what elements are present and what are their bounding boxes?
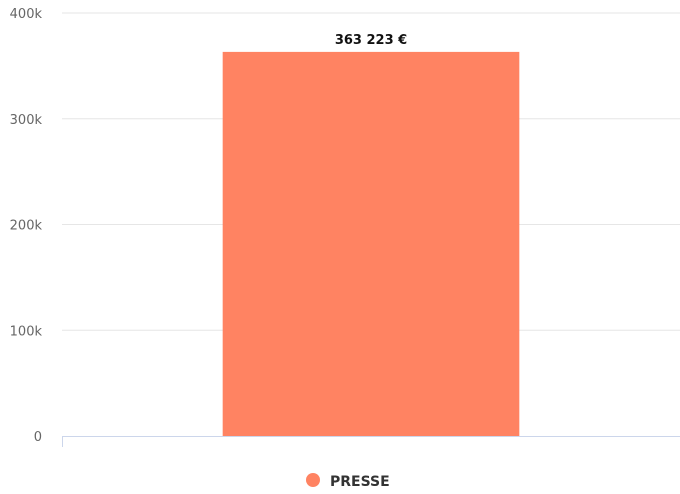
y-tick-label: 400k [10, 7, 43, 22]
y-tick-label: 0 [34, 430, 42, 445]
legend-item-label: PRESSE [330, 474, 390, 490]
legend[interactable]: PRESSE [306, 473, 390, 490]
bars [222, 51, 520, 437]
data-labels: 363 223 € [335, 33, 407, 48]
bar-presse[interactable] [222, 51, 520, 437]
y-tick-label: 100k [10, 324, 43, 339]
y-tick-label: 300k [10, 113, 43, 128]
y-tick-label: 200k [10, 219, 43, 234]
legend-marker-icon [306, 473, 320, 487]
y-axis: 0 100k 200k 300k 400k [10, 7, 43, 445]
bar-data-label: 363 223 € [335, 33, 407, 48]
